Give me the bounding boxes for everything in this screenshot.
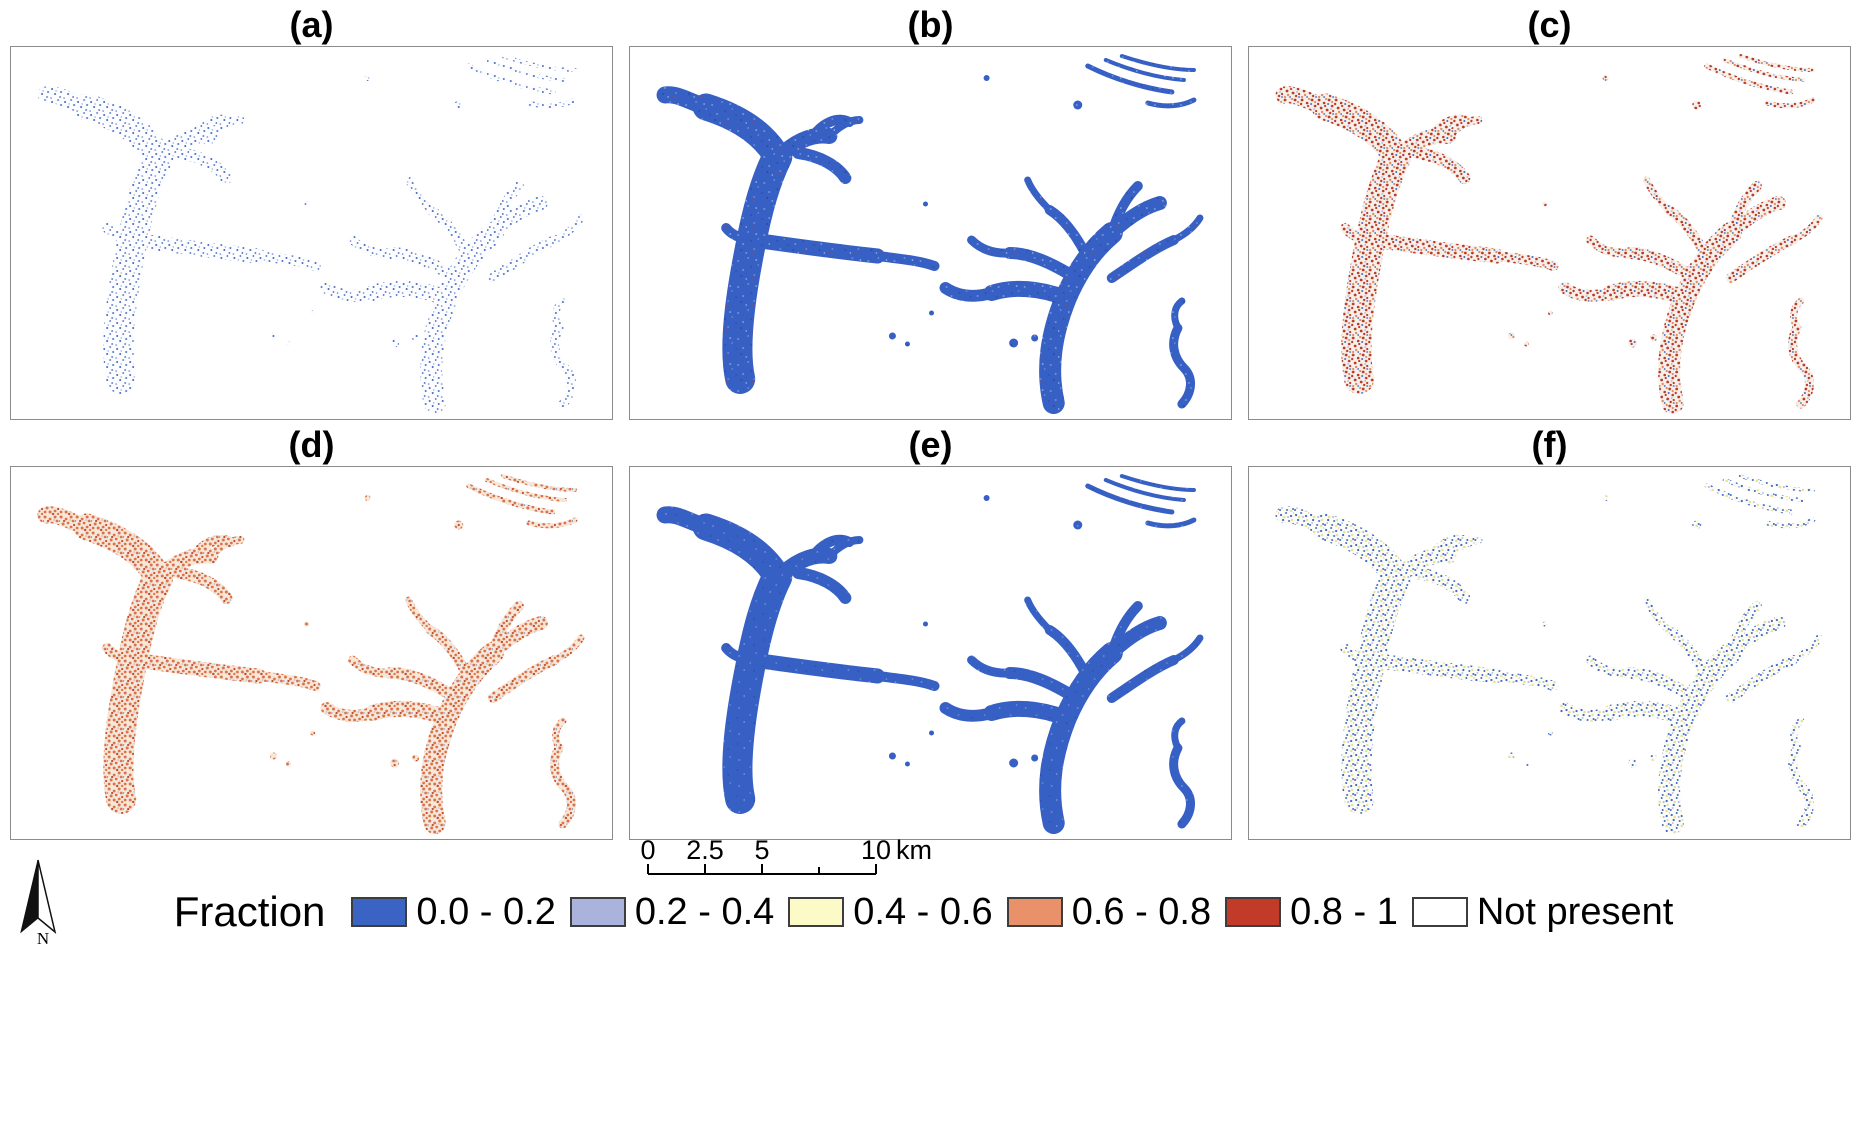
panel-d: (d) bbox=[10, 424, 613, 840]
scale-label-10: 10 bbox=[861, 835, 891, 865]
legend-item: 0.6 - 0.8 bbox=[1006, 890, 1225, 934]
legend-swatch-not-present bbox=[1411, 897, 1468, 927]
legend-item: 0.0 - 0.2 bbox=[351, 891, 569, 934]
legend-item: 0.8 - 1 bbox=[1225, 891, 1412, 934]
panel-f-title: (f) bbox=[1531, 424, 1568, 465]
legend-swatch-0-6-0-8 bbox=[1006, 897, 1063, 927]
scale-label-2-5: 2.5 bbox=[686, 835, 724, 865]
legend-swatch-0-0-0-2 bbox=[351, 897, 408, 927]
scale-label-5: 5 bbox=[754, 835, 769, 865]
panel-e-map bbox=[629, 466, 1232, 840]
north-arrow-label: N bbox=[37, 929, 49, 948]
legend-item-label: 0.6 - 0.8 bbox=[1071, 890, 1212, 933]
glacier-map-b bbox=[630, 47, 1231, 419]
panel-grid: (a) (b) (c) (d) bbox=[10, 4, 1851, 840]
legend-item: Not present bbox=[1411, 890, 1687, 934]
glacier-map-e bbox=[630, 467, 1231, 839]
legend-item-label: 0.8 - 1 bbox=[1290, 890, 1398, 933]
panel-d-title: (d) bbox=[288, 424, 335, 465]
glacier-map-d bbox=[11, 467, 612, 839]
scale-bar-graphic: 0 2.5 5 10 km bbox=[640, 835, 932, 875]
legend-swatch-0-2-0-4 bbox=[569, 897, 626, 927]
panel-c-title: (c) bbox=[1527, 4, 1572, 45]
panel-b-title: (b) bbox=[907, 4, 954, 45]
scale-label-0: 0 bbox=[640, 835, 655, 865]
panel-a-map bbox=[10, 46, 613, 420]
panel-c: (c) bbox=[1248, 4, 1851, 420]
legend-title: Fraction bbox=[173, 888, 326, 935]
legend-item-label: 0.4 - 0.6 bbox=[853, 890, 993, 933]
panel-f-map bbox=[1248, 466, 1851, 840]
glacier-map-a bbox=[11, 47, 612, 419]
legend-item: 0.4 - 0.6 bbox=[788, 891, 1006, 934]
legend-swatch-0-8-1 bbox=[1225, 897, 1282, 927]
panel-e-title: (e) bbox=[908, 424, 953, 465]
legend-item-label: 0.2 - 0.4 bbox=[634, 890, 775, 933]
panel-b-map bbox=[629, 46, 1232, 420]
panel-c-map bbox=[1248, 46, 1851, 420]
glacier-map-f bbox=[1249, 467, 1850, 839]
legend-item: 0.2 - 0.4 bbox=[569, 890, 788, 934]
scale-unit: km bbox=[896, 835, 932, 865]
panel-d-map bbox=[10, 466, 613, 840]
legend-item-label: 0.0 - 0.2 bbox=[416, 890, 556, 933]
legend: Fraction 0.0 - 0.2 0.2 - 0.4 0.4 - 0.6 0… bbox=[0, 888, 1861, 936]
legend-swatch-0-4-0-6 bbox=[788, 897, 845, 927]
panel-e: (e) bbox=[629, 424, 1232, 840]
panel-a: (a) bbox=[10, 4, 613, 420]
panel-f: (f) bbox=[1248, 424, 1851, 840]
panel-b: (b) bbox=[629, 4, 1232, 420]
panel-a-title: (a) bbox=[289, 4, 334, 45]
scale-bar: 0 2.5 5 10 km bbox=[640, 834, 950, 887]
north-arrow: N bbox=[16, 856, 64, 953]
north-arrow-icon: N bbox=[20, 859, 57, 948]
legend-item-label: Not present bbox=[1476, 890, 1674, 933]
glacier-map-c bbox=[1249, 47, 1850, 419]
